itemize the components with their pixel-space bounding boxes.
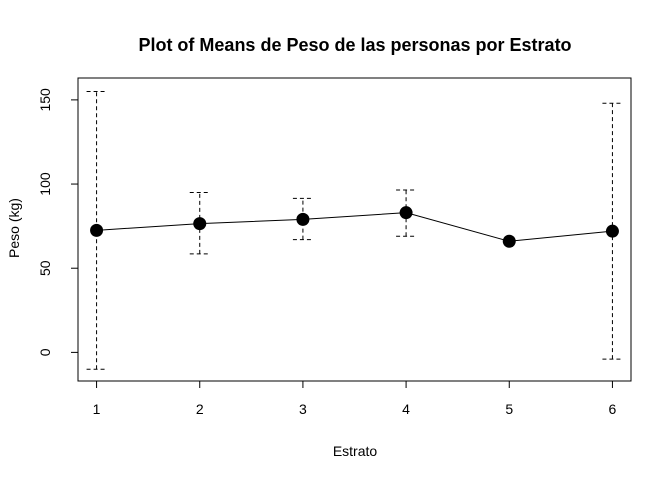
mean-line-group xyxy=(96,212,613,242)
mean-point xyxy=(399,206,413,220)
mean-line xyxy=(96,212,613,242)
x-tick-label: 3 xyxy=(299,401,307,417)
mean-point xyxy=(605,224,619,238)
plot-frame xyxy=(77,77,632,382)
x-tick-label: 6 xyxy=(609,401,617,417)
y-tick-label: 100 xyxy=(37,172,53,196)
x-tick-label: 1 xyxy=(93,401,101,417)
y-tick-label: 50 xyxy=(37,260,53,276)
chart-title: Plot of Means de Peso de las personas po… xyxy=(138,35,571,55)
mean-point xyxy=(193,217,207,231)
x-axis-label: Estrato xyxy=(333,443,378,459)
mean-point xyxy=(296,212,310,226)
y-axis-label: Peso (kg) xyxy=(6,198,22,258)
mean-points xyxy=(90,206,619,248)
error-bars xyxy=(86,90,623,370)
y-axis: 0 50 100 150 xyxy=(37,88,79,356)
mean-point xyxy=(502,234,516,248)
x-tick-label: 5 xyxy=(505,401,513,417)
y-tick-label: 0 xyxy=(37,348,53,356)
mean-point xyxy=(90,223,104,237)
x-tick-label: 4 xyxy=(402,401,410,417)
x-axis: 1 2 3 4 5 6 xyxy=(93,380,617,417)
y-tick-label: 150 xyxy=(37,88,53,112)
x-tick-label: 2 xyxy=(196,401,204,417)
